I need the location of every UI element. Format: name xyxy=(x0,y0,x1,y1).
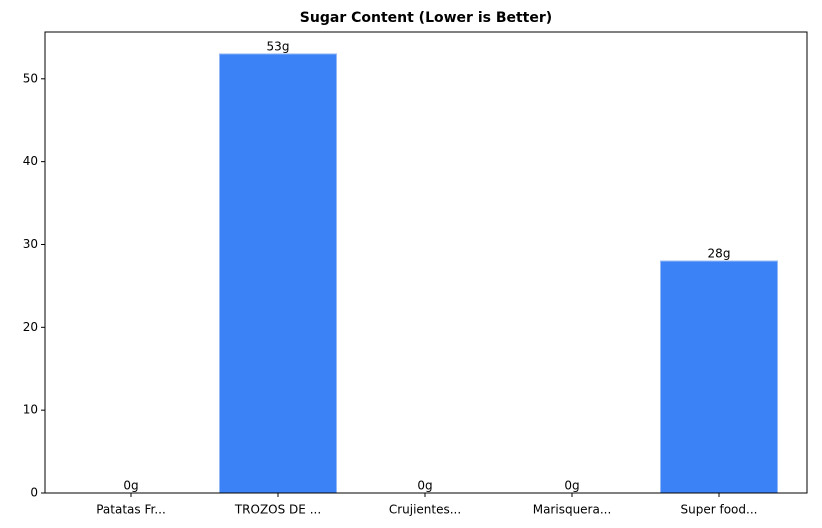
value-label: 28g xyxy=(708,247,731,261)
chart-title: Sugar Content (Lower is Better) xyxy=(300,10,552,26)
x-tick-label: Marisquera... xyxy=(533,503,612,517)
y-tick-label: 0 xyxy=(30,486,38,500)
value-label: 0g xyxy=(564,479,579,493)
x-tick-label: Patatas Fr... xyxy=(96,503,166,517)
y-tick-label: 50 xyxy=(23,71,38,85)
x-tick-label: TROZOS DE ... xyxy=(234,503,321,517)
plot-frame xyxy=(44,31,808,494)
bar xyxy=(219,53,337,494)
bar xyxy=(660,260,778,494)
value-label: 0g xyxy=(123,479,138,493)
value-label: 0g xyxy=(417,479,432,493)
y-tick-label: 40 xyxy=(23,154,38,168)
y-tick-label: 20 xyxy=(23,320,38,334)
y-tick-label: 10 xyxy=(23,403,38,417)
y-tick-label: 30 xyxy=(23,237,38,251)
value-label: 53g xyxy=(267,39,290,53)
x-tick-label: Super food... xyxy=(681,503,758,517)
x-tick-label: Crujientes... xyxy=(389,503,461,517)
